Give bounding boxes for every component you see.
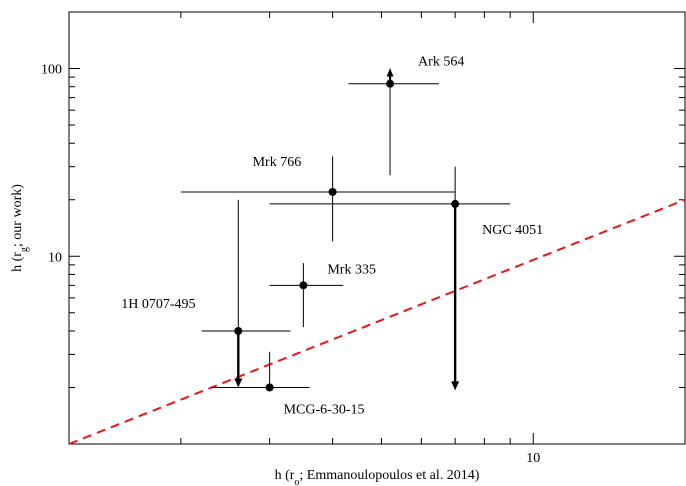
y-tick-label: 100 [41, 63, 62, 78]
x-axis-label: h (ro; Emmanoulopoulos et al. 2014) [275, 468, 480, 486]
point-label: NGC 4051 [482, 223, 543, 238]
plot-frame [68, 11, 686, 445]
data-point [451, 199, 460, 208]
data-point-group: 1H 0707-495 [121, 199, 291, 388]
point-label: Ark 564 [418, 55, 464, 70]
y-axis-label: h (rg; our work) [10, 184, 30, 272]
axis-ticks: 10 10 100 [41, 11, 686, 466]
reference-line [68, 198, 686, 445]
data-point-group: Mrk 335 [269, 262, 376, 327]
arrow-head [386, 68, 394, 77]
data-point-group: MCG-6-30-15 [211, 351, 365, 417]
arrow-head [451, 381, 460, 391]
data-point-group: NGC 4051 [269, 166, 543, 391]
point-label: 1H 0707-495 [121, 297, 195, 312]
point-label: Mrk 335 [327, 262, 376, 277]
arrow-head [234, 378, 243, 388]
data-point [234, 326, 243, 335]
data-point [328, 187, 337, 196]
data-points: Ark 564 Mrk 766 NGC 4051 Mrk 335 1H 0707-495… [121, 55, 543, 418]
data-point-group: Ark 564 [348, 55, 464, 176]
data-point [386, 79, 395, 88]
data-point [265, 383, 274, 392]
x-tick-label: 10 [526, 451, 540, 466]
point-label: MCG-6-30-15 [284, 402, 365, 417]
data-point [299, 281, 308, 290]
data-point-group: Mrk 766 [180, 155, 456, 242]
y-tick-label: 10 [48, 250, 62, 265]
point-label: Mrk 766 [253, 155, 302, 170]
